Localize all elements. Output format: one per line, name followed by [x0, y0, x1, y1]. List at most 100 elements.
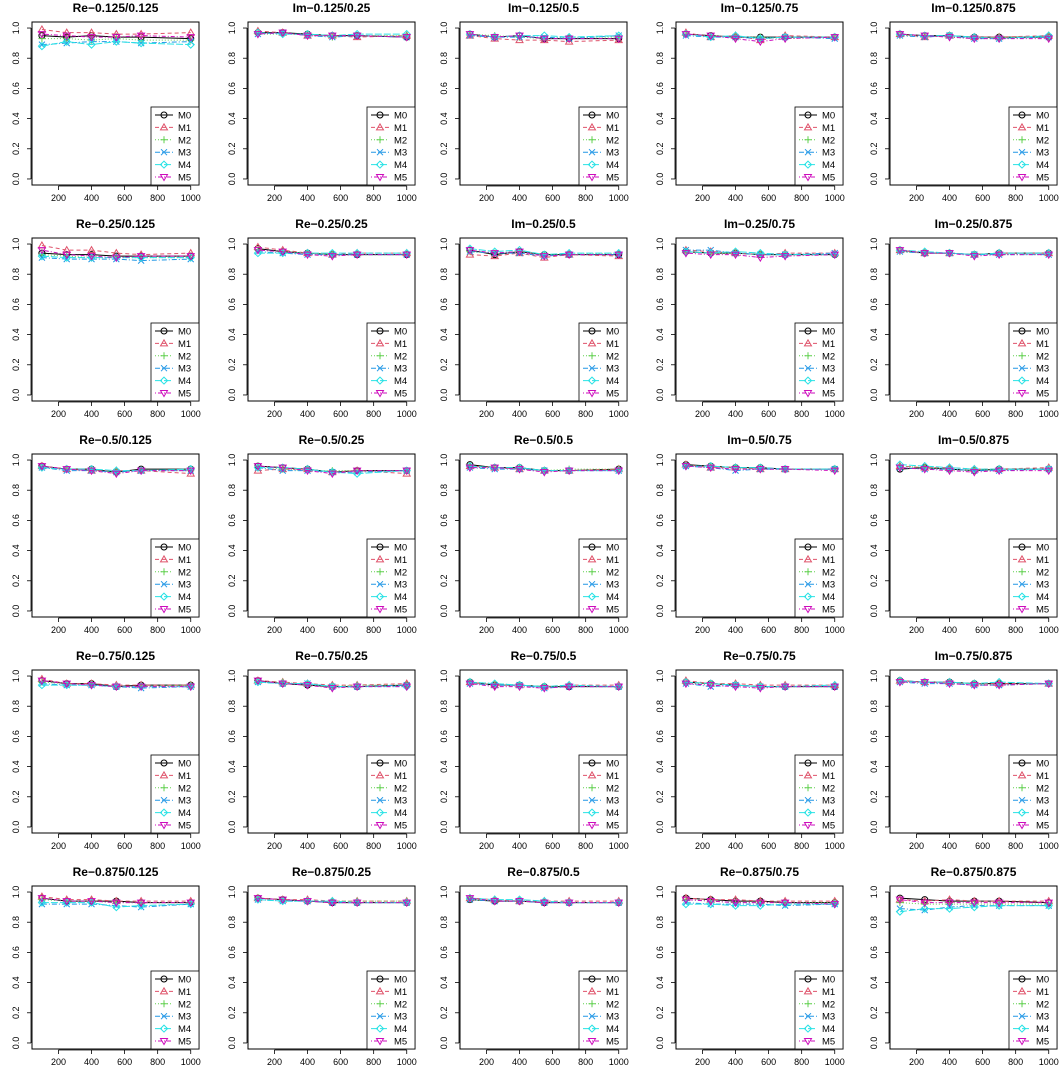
legend-label-m3: M3	[606, 796, 619, 807]
legend-symbol-m0	[804, 327, 812, 335]
legend-symbol-m4	[159, 160, 169, 169]
legend-label-m0: M0	[1036, 543, 1049, 554]
data-point-m5	[830, 467, 840, 476]
y-tick-label: 0.2	[227, 1007, 237, 1020]
x-tick-label: 600	[975, 1057, 990, 1067]
data-point-m5	[614, 35, 624, 44]
y-tick-label: 0.0	[11, 821, 21, 834]
x-tick-label: 200	[479, 625, 494, 635]
data-point-m4	[970, 464, 979, 474]
data-point-m5	[253, 677, 263, 686]
x-tick-label: 400	[942, 193, 957, 203]
legend-symbol-m5	[375, 174, 385, 182]
legend-label-m5: M5	[394, 173, 407, 184]
legend-label-m3: M3	[606, 1012, 619, 1023]
y-tick-label: 0.6	[655, 946, 665, 959]
x-tick-label: 800	[150, 625, 165, 635]
data-point-m3	[38, 41, 46, 48]
legend-label-m2: M2	[178, 567, 191, 578]
x-tick-label: 1000	[1039, 625, 1059, 635]
legend-label-m0: M0	[178, 111, 191, 122]
legend-symbol-m4	[375, 160, 385, 169]
chart-panel: Re−0.875/0.5 200 400 600 800 1000 0.0 0.2 0.4 0.6…	[439, 865, 629, 1067]
series-line-m0	[41, 35, 191, 40]
legend-label-m3: M3	[178, 148, 191, 159]
chart-panel: Im−0.75/0.875 200 400 600 800 1000 0.0 0.2 0.4 0.…	[869, 649, 1059, 851]
data-point-m5	[564, 467, 574, 476]
x-tick-label: 400	[300, 1057, 315, 1067]
legend-label-m4: M4	[606, 1024, 619, 1035]
panel-title: Re−0.75/0.25	[295, 649, 368, 663]
x-tick-label: 400	[300, 841, 315, 851]
data-point-m5	[62, 251, 72, 260]
y-tick-label: 0.6	[227, 82, 237, 95]
series-line-m3	[899, 251, 1049, 256]
x-tick-label: 800	[150, 193, 165, 203]
y-tick-label: 1.0	[869, 886, 879, 899]
legend-label-m5: M5	[178, 821, 191, 832]
y-tick-label: 0.6	[439, 730, 449, 743]
y-tick-label: 0.2	[439, 791, 449, 804]
x-tick-label: 600	[117, 1057, 132, 1067]
data-point-m5	[731, 251, 740, 260]
legend-label-m1: M1	[822, 771, 835, 782]
data-point-m4	[402, 29, 411, 39]
series-line-m0	[685, 897, 835, 904]
legend-symbol-m0	[1018, 759, 1026, 767]
y-tick-label: 1.0	[227, 454, 237, 467]
legend-label-m1: M1	[1036, 555, 1049, 566]
panel-title: Re−0.25/0.25	[295, 217, 368, 231]
y-tick-label: 1.0	[11, 670, 21, 683]
legend-label-m3: M3	[822, 148, 835, 159]
data-point-m5	[895, 679, 905, 687]
data-point-m4	[87, 40, 96, 49]
panel-title: Re−0.125/0.125	[73, 1, 159, 15]
legend-label-m2: M2	[606, 783, 619, 794]
x-tick-label: 600	[333, 625, 348, 635]
panel-title: Im−0.25/0.875	[935, 217, 1013, 231]
y-tick-label: 1.0	[227, 238, 237, 251]
legend-symbol-m0	[160, 759, 168, 767]
data-point-m5	[920, 250, 930, 258]
chart-panel: Re−0.125/0.125 200 400 600 800 1000 0.0 0.2 0.4 0…	[11, 1, 201, 203]
legend-label-m3: M3	[822, 580, 835, 591]
data-point-m5	[614, 899, 624, 908]
data-point-m5	[352, 467, 362, 476]
y-tick-label: 0.6	[227, 730, 237, 743]
y-tick-label: 0.4	[869, 544, 879, 557]
x-tick-label: 800	[150, 841, 165, 851]
data-point-m5	[920, 466, 930, 474]
plot-frame	[459, 669, 628, 834]
legend-symbol-m0	[160, 111, 168, 119]
x-tick-label: 600	[545, 841, 560, 851]
legend-symbol-m5	[1017, 390, 1027, 398]
plot-frame	[247, 237, 416, 402]
x-tick-label: 1000	[825, 625, 845, 635]
legend-label-m4: M4	[822, 808, 835, 819]
y-tick-label: 0.6	[869, 946, 879, 959]
x-tick-label: 600	[975, 625, 990, 635]
legend-symbol-m3	[804, 580, 812, 588]
y-tick-label: 0.2	[11, 791, 21, 804]
legend-label-m2: M2	[1036, 567, 1049, 578]
plot-frame	[675, 669, 844, 834]
data-point-m5	[681, 463, 691, 471]
legend-box	[794, 322, 844, 402]
series-line-m1	[469, 897, 619, 902]
series-line-m5	[41, 249, 191, 259]
panel-title: Re−0.875/0.125	[73, 865, 159, 879]
legend-label-m5: M5	[394, 389, 407, 400]
y-tick-label: 0.0	[11, 173, 21, 186]
legend-label-m5: M5	[1036, 389, 1049, 400]
panel-title: Re−0.875/0.75	[720, 865, 799, 879]
data-point-m5	[681, 31, 691, 39]
series-line-m5	[41, 465, 191, 475]
data-point-m5	[278, 680, 288, 689]
y-tick-label: 0.4	[227, 976, 237, 989]
x-tick-label: 400	[942, 1057, 957, 1067]
legend-symbol-m5	[803, 174, 813, 182]
y-tick-label: 1.0	[439, 886, 449, 899]
legend-symbol-m4	[1017, 1024, 1027, 1033]
legend-label-m1: M1	[1036, 339, 1049, 350]
